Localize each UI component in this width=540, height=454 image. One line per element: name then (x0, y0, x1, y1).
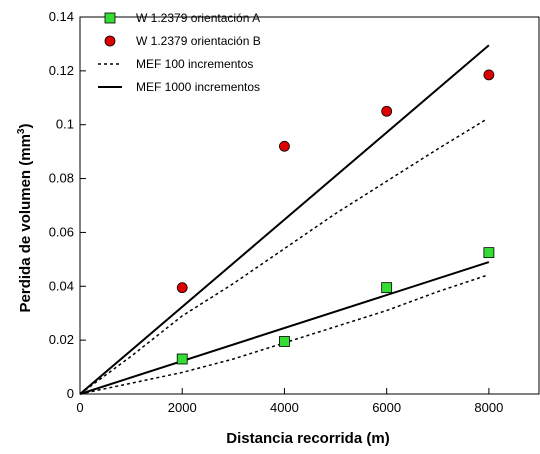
x-axis-title: Distancia recorrida (m) (226, 430, 389, 447)
x-axis-ticks: 0 2000 4000 6000 8000 (76, 388, 503, 415)
legend-label: W 1.2379 orientación A (136, 11, 260, 25)
mef-1000-line (79, 261, 490, 395)
y-tick-label: 0.04 (49, 278, 74, 293)
series-layer (79, 44, 495, 395)
x-tick-label: 0 (76, 400, 83, 415)
mef-100-line (79, 274, 487, 395)
y-tick-label: 0 (67, 386, 74, 401)
data-point-orientacion-b (483, 69, 495, 81)
legend-label: MEF 100 incrementos (136, 57, 253, 71)
x-tick-label: 2000 (168, 400, 197, 415)
y-axis-title: Perdida de volumen (mm3) (16, 124, 34, 313)
y-tick-label: 0.14 (49, 9, 74, 24)
y-tick-label: 0.08 (49, 171, 74, 186)
legend: W 1.2379 orientación A W 1.2379 orientaci… (98, 11, 261, 94)
legend-label: MEF 1000 incrementos (136, 80, 260, 94)
data-point-orientacion-a (483, 247, 495, 259)
y-axis-title-superscript: 3 (16, 128, 27, 134)
x-tick-label: 4000 (270, 400, 299, 415)
data-point-orientacion-a (279, 336, 290, 347)
data-point-orientacion-b (176, 282, 188, 294)
y-tick-label: 0.1 (56, 117, 74, 132)
y-axis-title-close: ) (17, 124, 34, 129)
y-tick-label: 0.12 (49, 63, 74, 78)
plot-area-frame (79, 16, 540, 395)
y-tick-label: 0.06 (49, 224, 74, 239)
data-point-orientacion-a (176, 353, 188, 365)
legend-marker (104, 35, 116, 47)
legend-label: W 1.2379 orientación B (136, 34, 261, 48)
y-tick-label: 0.02 (49, 332, 74, 347)
mef-1000-line (79, 44, 490, 395)
data-point-orientacion-a (381, 282, 393, 294)
x-tick-label: 6000 (372, 400, 401, 415)
y-axis-title-main: Perdida de volumen (mm (17, 134, 34, 312)
legend-marker (104, 12, 116, 24)
y-axis-ticks: 0 0.02 0.04 0.06 0.08 0.1 0.12 0.14 (49, 9, 86, 401)
data-point-orientacion-b (279, 140, 290, 152)
data-point-orientacion-b (381, 105, 393, 117)
x-tick-label: 8000 (474, 400, 503, 415)
mef-100-line (79, 118, 487, 395)
